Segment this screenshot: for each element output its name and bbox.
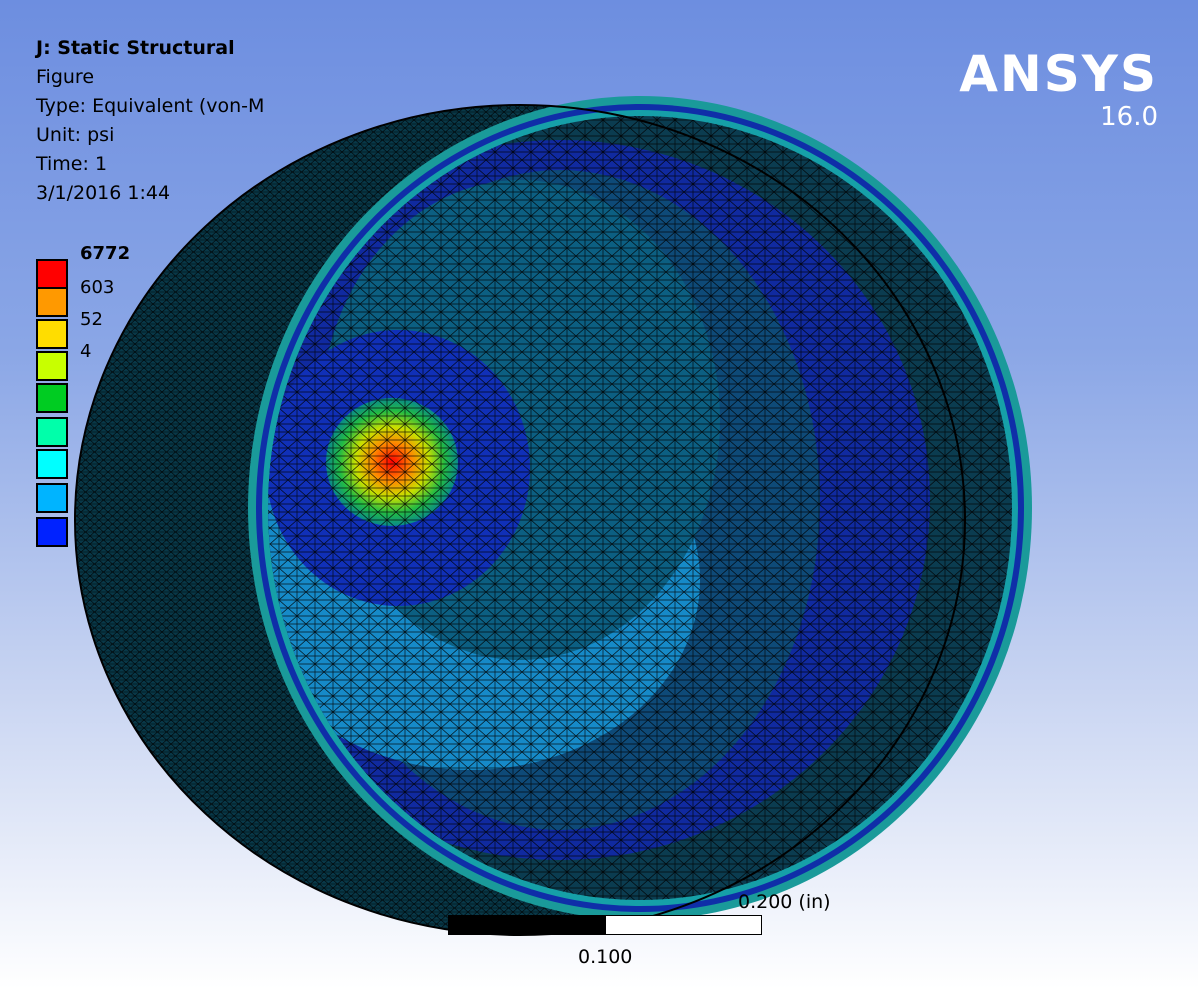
legend-band <box>36 449 68 479</box>
legend-band <box>36 483 68 513</box>
legend-band <box>36 417 68 447</box>
ansys-logo: ANSYS <box>959 45 1158 103</box>
legend-band <box>36 319 68 349</box>
result-info: J: Static Structural Figure Type: Equiva… <box>36 34 264 208</box>
analysis-title: J: Static Structural <box>36 37 235 59</box>
scale-label-mid: 0.100 <box>578 946 633 968</box>
scale-bar-black-segment <box>448 915 605 935</box>
ansys-version: 16.0 <box>1100 102 1158 132</box>
legend-band <box>36 517 68 547</box>
legend-band <box>36 383 68 413</box>
legend-label: 603 <box>80 277 115 298</box>
result-type: Type: Equivalent (von-M <box>36 95 265 117</box>
scale-bar <box>448 915 762 935</box>
scale-label-end: 0.200 (in) <box>738 891 831 913</box>
scale-bar-white-segment <box>605 915 762 935</box>
legend-label: 4 <box>80 341 92 362</box>
legend-label: 52 <box>80 309 103 330</box>
result-date: 3/1/2016 1:44 <box>36 182 171 204</box>
legend-band <box>36 351 68 381</box>
legend-band <box>36 259 68 289</box>
result-unit: Unit: psi <box>36 124 115 146</box>
ansys-brand: ANSYS 16.0 <box>959 46 1158 132</box>
legend-label-max: 6772 <box>80 243 131 264</box>
result-time: Time: 1 <box>36 153 108 175</box>
legend-band <box>36 287 68 317</box>
result-name: Figure <box>36 66 95 88</box>
